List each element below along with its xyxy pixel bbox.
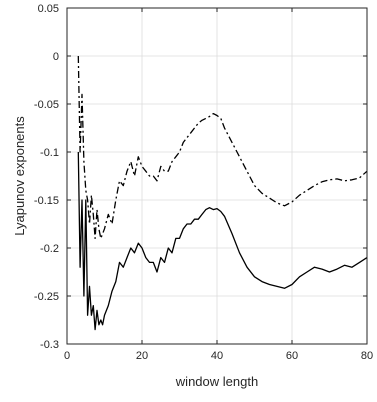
y-tick-label: -0.25 xyxy=(34,291,59,303)
tick-labels: 0 20 40 60 80 0.05 0 -0.05 -0.1 -0.15 -0.2 -0.25 -0.… xyxy=(34,3,373,362)
y-axis-title: Lyapunov exponents xyxy=(12,116,27,236)
y-tick-label: -0.3 xyxy=(40,339,59,351)
y-tick-label: -0.1 xyxy=(40,147,59,159)
x-tick-label: 60 xyxy=(286,350,298,362)
y-tick-label: 0 xyxy=(53,51,59,63)
grid xyxy=(67,8,367,344)
y-tick-label: -0.15 xyxy=(34,195,59,207)
x-tick-label: 80 xyxy=(361,350,373,362)
ticks xyxy=(66,7,368,345)
series-line-dash-dot xyxy=(77,55,368,240)
x-tick-label: 0 xyxy=(64,350,70,362)
y-tick-label: -0.05 xyxy=(34,99,59,111)
x-tick-label: 40 xyxy=(211,350,223,362)
y-tick-label: 0.05 xyxy=(38,3,59,15)
x-tick-label: 20 xyxy=(136,350,148,362)
x-axis-title: window length xyxy=(175,374,258,389)
series-line-solid xyxy=(77,151,368,331)
y-tick-label: -0.2 xyxy=(40,243,59,255)
series-group xyxy=(77,55,368,331)
